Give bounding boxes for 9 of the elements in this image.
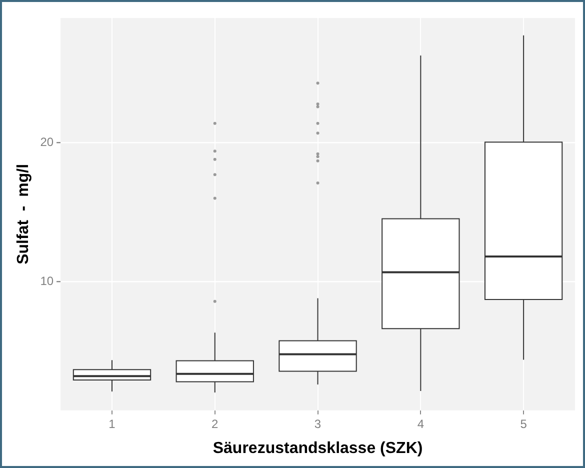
y-axis-title: Sulfat - mg/l (15, 164, 32, 264)
x-axis-title: Säurezustandsklasse (SZK) (212, 440, 423, 457)
x-tick-label: 3 (314, 416, 322, 431)
y-tick-label: 10 (40, 274, 54, 288)
x-tick-label: 1 (108, 416, 116, 431)
x-tick-label: 5 (520, 416, 528, 431)
y-tick-label: 20 (40, 135, 54, 150)
x-tick-label: 2 (212, 416, 219, 431)
x-tick-label: 4 (417, 416, 424, 431)
